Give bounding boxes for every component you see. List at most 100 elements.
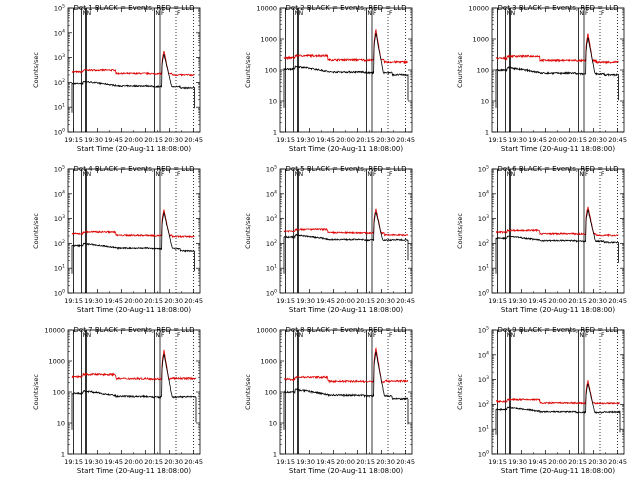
y-tick-label: 100: [266, 289, 277, 298]
marker-flag-label: N: [579, 10, 584, 17]
y-axis-label: Counts/sec: [244, 52, 252, 88]
x-tick-label: 19:45: [528, 458, 547, 466]
marker-flag-label: F: [585, 171, 589, 178]
x-tick-label: 19:30: [296, 458, 315, 466]
marker-flag-label: N: [83, 171, 88, 178]
x-tick-label: 20:45: [184, 297, 203, 305]
panel-title: Det 2 BLACK = Events, RED = LLD: [286, 4, 407, 12]
x-tick-label: 19:30: [84, 136, 103, 144]
series-events-line: [283, 211, 409, 274]
x-tick-label: 20:15: [356, 458, 375, 466]
y-axis-label: Counts/sec: [244, 213, 252, 249]
marker-flag-label: F: [373, 171, 377, 178]
series-events-line: [283, 32, 409, 108]
x-tick-label: 19:15: [276, 458, 295, 466]
x-tick-label: 19:45: [316, 297, 335, 305]
y-tick-label: 10: [269, 420, 277, 428]
x-tick-label: 20:45: [184, 458, 203, 466]
x-axis-label: Start Time (20-Aug-11 18:08:00): [77, 306, 191, 314]
marker-flag-label: N: [507, 171, 512, 178]
y-tick-label: 105: [54, 4, 65, 13]
y-tick-label: 102: [478, 400, 489, 409]
marker-flag-label: N: [155, 171, 160, 178]
x-tick-label: 19:15: [64, 136, 83, 144]
marker-flag-label: N: [299, 10, 304, 17]
marker-flag-label: N: [295, 171, 300, 178]
x-tick-label: 20:15: [144, 297, 163, 305]
marker-flag-label: F: [177, 10, 181, 17]
marker-flag-label: F: [389, 10, 393, 17]
marker-flag-label: N: [367, 10, 372, 17]
y-tick-label: 1000: [260, 36, 277, 44]
marker-flag-label: N: [367, 332, 372, 339]
marker-flag-label: N: [83, 332, 88, 339]
marker-flag-label: F: [177, 171, 181, 178]
y-tick-label: 103: [478, 375, 489, 384]
x-axis-label: Start Time (20-Aug-11 18:08:00): [501, 145, 615, 153]
y-tick-label: 101: [478, 264, 489, 273]
marker-flag-label: F: [585, 332, 589, 339]
y-tick-label: 105: [266, 165, 277, 174]
x-tick-label: 20:15: [568, 136, 587, 144]
x-tick-label: 20:30: [376, 297, 395, 305]
x-tick-label: 20:45: [608, 458, 627, 466]
marker-flag-label: N: [507, 332, 512, 339]
y-tick-label: 104: [54, 189, 65, 198]
y-tick-label: 101: [478, 425, 489, 434]
x-tick-label: 20:00: [124, 297, 143, 305]
x-tick-label: 20:15: [356, 136, 375, 144]
y-tick-label: 100: [265, 389, 277, 397]
marker-flag-label: N: [299, 171, 304, 178]
y-tick-label: 1: [273, 129, 277, 137]
y-tick-label: 1: [485, 129, 489, 137]
series-lld-line: [71, 50, 195, 77]
marker-flag-label: N: [155, 10, 160, 17]
x-tick-label: 19:15: [276, 297, 295, 305]
x-tick-label: 20:30: [164, 458, 183, 466]
y-tick-label: 102: [54, 239, 65, 248]
x-tick-label: 20:45: [396, 458, 415, 466]
x-tick-label: 19:15: [64, 297, 83, 305]
y-tick-label: 103: [266, 214, 277, 223]
marker-flag-label: F: [161, 10, 165, 17]
y-axis-label: Counts/sec: [32, 52, 40, 88]
x-tick-label: 19:30: [296, 136, 315, 144]
y-tick-label: 102: [54, 78, 65, 87]
x-tick-label: 20:00: [336, 136, 355, 144]
y-tick-label: 104: [266, 189, 277, 198]
marker-flag-label: F: [389, 332, 393, 339]
y-axis-label: Counts/sec: [456, 213, 464, 249]
y-tick-label: 100: [478, 289, 489, 298]
panel-title: Det 3 BLACK = Events, RED = LLD: [498, 4, 619, 12]
marker-flag-label: N: [511, 332, 515, 339]
marker-flag-label: F: [161, 171, 165, 178]
x-tick-label: 20:30: [376, 136, 395, 144]
series-lld-line: [284, 347, 409, 384]
x-tick-label: 19:45: [528, 297, 547, 305]
y-tick-label: 101: [266, 264, 277, 273]
x-tick-label: 20:30: [588, 136, 607, 144]
y-tick-label: 103: [54, 53, 65, 62]
y-tick-label: 100: [477, 67, 489, 75]
x-tick-label: 19:45: [316, 136, 335, 144]
plot-frame: [67, 7, 201, 133]
x-tick-label: 20:15: [144, 136, 163, 144]
series-lld-line: [495, 33, 619, 65]
series-events-line: [495, 37, 619, 108]
y-tick-label: 100: [54, 289, 65, 298]
x-tick-label: 19:30: [508, 136, 527, 144]
plot-frame: [491, 329, 625, 455]
y-tick-label: 102: [266, 239, 277, 248]
marker-flag-label: F: [585, 10, 589, 17]
x-tick-label: 19:45: [316, 458, 335, 466]
x-tick-label: 20:30: [588, 297, 607, 305]
x-tick-label: 19:30: [84, 458, 103, 466]
marker-flag-label: F: [161, 332, 165, 339]
marker-flag-label: F: [601, 332, 605, 339]
series-lld-line: [71, 208, 195, 239]
y-tick-label: 10000: [468, 5, 489, 13]
